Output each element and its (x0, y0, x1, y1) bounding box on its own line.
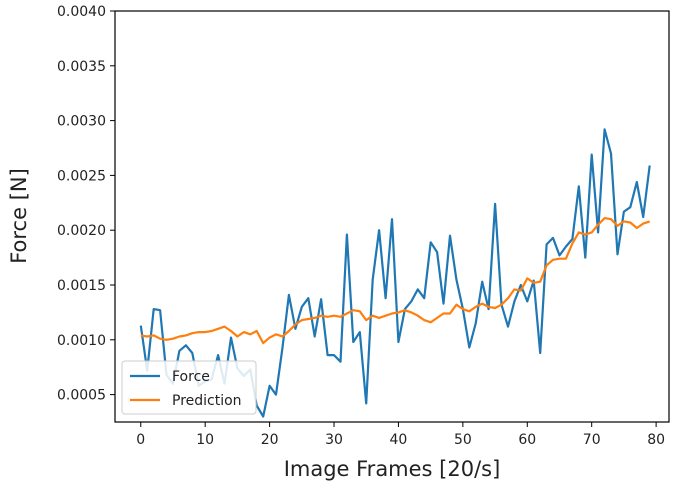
x-tick-label: 50 (454, 432, 472, 448)
y-tick-label: 0.0030 (57, 114, 106, 130)
y-tick-label: 0.0035 (57, 59, 106, 75)
y-tick-label: 0.0025 (57, 168, 106, 184)
x-tick-label: 20 (261, 432, 279, 448)
y-tick-label: 0.0020 (57, 223, 106, 239)
x-axis: 0 10 20 30 40 50 60 70 80 (136, 422, 665, 448)
x-axis-label: Image Frames [20/s] (284, 457, 501, 481)
plot-frame (114, 10, 670, 423)
plot-background (115, 11, 669, 422)
x-tick-label: 0 (136, 432, 145, 448)
legend: Force Prediction (121, 360, 257, 415)
y-tick-label: 0.0010 (57, 333, 106, 349)
x-tick-label: 40 (390, 432, 408, 448)
y-axis-label: Force [N] (7, 168, 31, 264)
y-tick-label: 0.0040 (57, 4, 106, 20)
y-tick-label: 0.0005 (57, 388, 106, 404)
x-tick-label: 10 (196, 432, 214, 448)
x-tick-label: 30 (325, 432, 343, 448)
x-tick-label: 70 (583, 432, 601, 448)
legend-label-prediction: Prediction (172, 393, 242, 409)
legend-label-force: Force (172, 369, 210, 385)
series-line-prediction (140, 217, 651, 345)
y-tick-label: 0.0015 (57, 278, 106, 294)
y-axis: 0.0005 0.0010 0.0015 0.0020 0.0025 0.0030 0.00… (57, 4, 115, 404)
x-tick-label: 80 (647, 432, 665, 448)
x-tick-label: 60 (518, 432, 536, 448)
